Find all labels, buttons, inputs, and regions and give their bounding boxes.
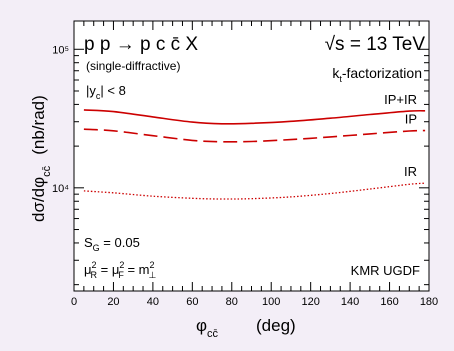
series-label: IP+IR — [384, 92, 417, 107]
x-tick-label: 180 — [420, 296, 438, 308]
axis-ticks — [73, 21, 430, 291]
y-tick-label: 10⁵ — [52, 44, 69, 56]
y-axis-label: dσ/dφcc̄ — [29, 165, 53, 222]
series-label: IR — [404, 164, 417, 179]
energy-label: √s = 13 TeV — [325, 34, 426, 55]
x-tick-label: 160 — [380, 296, 398, 308]
y-tick-labels: 10⁴ 10⁵ — [52, 44, 69, 195]
series-line-ip-plus-ir — [83, 109, 426, 125]
x-tick-label: 100 — [262, 296, 280, 308]
series-labels: IP+IR IP IR — [384, 92, 417, 179]
x-tick-label: 120 — [301, 296, 319, 308]
x-axis-label: φcc̄ — [196, 316, 219, 340]
x-axis-unit: (deg) — [256, 316, 296, 335]
y-axis-unit: (nb/rad) — [29, 95, 48, 155]
ugdf-label: KMR UGDF — [351, 263, 420, 278]
x-tick-label: 0 — [71, 296, 77, 308]
x-tick-label: 60 — [186, 296, 198, 308]
diffractive-label: (single-diffractive) — [86, 59, 180, 73]
series-line-ir — [83, 182, 426, 200]
x-tick-label: 80 — [226, 296, 238, 308]
series-layer — [83, 109, 426, 200]
rapidity-cut-label: |yc| < 8 — [86, 83, 126, 101]
plot-frame — [73, 20, 430, 292]
x-axis-label-sub: cc̄ — [207, 328, 219, 340]
gap-survival-label: SG = 0.05 — [84, 235, 140, 253]
x-tick-label: 20 — [107, 296, 119, 308]
series-label: IP — [405, 112, 417, 127]
kt-factorization-label: kt-factorization — [332, 65, 422, 84]
x-tick-label: 40 — [147, 296, 159, 308]
x-tick-labels: 0 20 40 60 80 100 120 140 160 180 — [71, 296, 438, 308]
y-tick-label: 10⁴ — [52, 183, 69, 195]
y-axis-label-sub: cc̄ — [41, 165, 53, 177]
series-line-ip — [83, 128, 426, 143]
x-tick-label: 140 — [341, 296, 359, 308]
scale-label: μ2 R = μ2 F = m2 ⊥ — [84, 260, 157, 280]
process-label: p p → p c c̄ X — [84, 34, 198, 55]
